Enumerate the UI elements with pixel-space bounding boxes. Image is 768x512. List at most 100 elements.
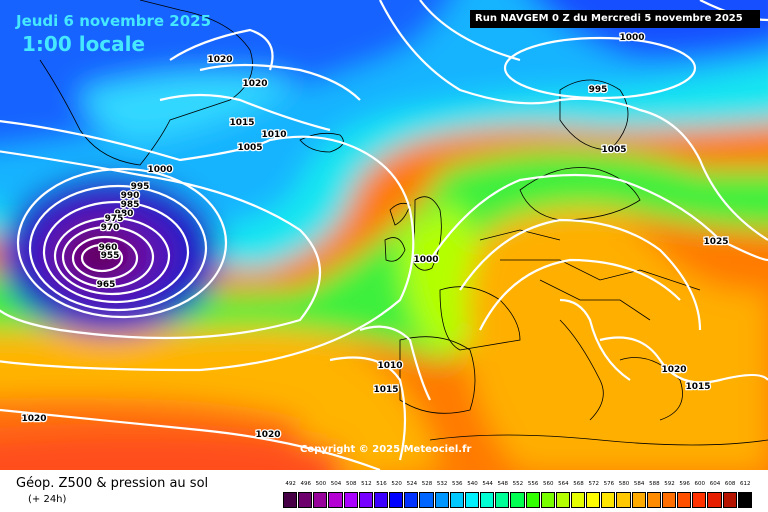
legend-swatch bbox=[601, 492, 616, 508]
legend-swatch bbox=[707, 492, 722, 508]
legend-swatch bbox=[737, 492, 752, 508]
legend-label: 532 bbox=[436, 481, 448, 487]
legend-swatch bbox=[480, 492, 495, 508]
legend-swatch bbox=[677, 492, 692, 508]
legend-label: 516 bbox=[376, 481, 387, 487]
legend-label: 576 bbox=[603, 481, 615, 487]
legend-label: 496 bbox=[300, 481, 311, 487]
legend-label: 608 bbox=[724, 481, 736, 487]
isobar-label: 1000 bbox=[147, 165, 172, 175]
legend-swatch bbox=[434, 492, 449, 508]
legend-label: 492 bbox=[285, 481, 296, 487]
legend-label: 552 bbox=[512, 481, 524, 487]
legend-swatch bbox=[404, 492, 419, 508]
legend-swatch bbox=[283, 492, 298, 508]
isobar-label: 1000 bbox=[619, 33, 644, 43]
color-legend: 492 496 500 504 508 512 516 520 524 528 532 536 540 5… bbox=[283, 478, 753, 510]
isobar-label: 1020 bbox=[21, 414, 46, 424]
legend-swatch bbox=[449, 492, 464, 508]
legend-swatch bbox=[570, 492, 586, 508]
legend-swatch bbox=[389, 492, 404, 508]
legend-swatch bbox=[328, 492, 343, 508]
footer: Géop. Z500 & pression au sol (+ 24h) 492… bbox=[0, 470, 768, 512]
isobar-label: 1025 bbox=[703, 237, 728, 247]
isobar-label: 970 bbox=[101, 223, 120, 233]
legend-label: 556 bbox=[527, 481, 539, 487]
legend-label: 520 bbox=[391, 481, 402, 487]
isobar-label: 1010 bbox=[261, 130, 286, 140]
isobar-label: 1020 bbox=[661, 365, 686, 375]
run-info: Run NAVGEM 0 Z du Mercredi 5 novembre 20… bbox=[470, 10, 760, 28]
legend-swatch bbox=[464, 492, 480, 508]
legend-labels: 492 496 500 504 508 512 516 520 524 528 532 536 540 5… bbox=[283, 478, 753, 490]
legend-swatch bbox=[525, 492, 540, 508]
legend-label: 604 bbox=[709, 481, 721, 487]
legend-label: 560 bbox=[542, 481, 554, 487]
legend-label: 580 bbox=[618, 481, 630, 487]
legend-swatch bbox=[692, 492, 707, 508]
legend-label: 592 bbox=[664, 481, 675, 487]
legend-label: 540 bbox=[467, 481, 478, 487]
legend-label: 544 bbox=[482, 481, 493, 487]
isobar-label: 975 bbox=[105, 214, 124, 224]
isobar-label: 1015 bbox=[229, 118, 254, 128]
legend-swatch bbox=[373, 492, 389, 508]
isobars bbox=[0, 0, 768, 470]
legend-swatch bbox=[419, 492, 434, 508]
legend-swatch bbox=[586, 492, 601, 508]
legend-label: 612 bbox=[740, 481, 751, 487]
isobar-label: 1000 bbox=[413, 255, 438, 265]
legend-label: 596 bbox=[679, 481, 690, 487]
isobar-label: 1010 bbox=[377, 361, 402, 371]
isobar-label: 995 bbox=[131, 182, 150, 192]
legend-label: 584 bbox=[633, 481, 645, 487]
isobar-label: 1020 bbox=[207, 55, 232, 65]
legend-label: 512 bbox=[361, 481, 372, 487]
isobar-label: 965 bbox=[97, 280, 116, 290]
legend-swatch bbox=[358, 492, 373, 508]
legend-label: 572 bbox=[588, 481, 599, 487]
isobar-label: 955 bbox=[101, 251, 120, 261]
legend-swatch bbox=[313, 492, 328, 508]
legend-swatch bbox=[343, 492, 358, 508]
legend-swatch bbox=[661, 492, 677, 508]
legend-label: 524 bbox=[406, 481, 418, 487]
legend-swatch bbox=[298, 492, 313, 508]
legend-swatch bbox=[616, 492, 631, 508]
isobar-label: 1015 bbox=[685, 382, 710, 392]
isobar-label: 1015 bbox=[373, 385, 398, 395]
legend-swatch bbox=[555, 492, 570, 508]
isobar-labels: 1020102010151010100510009959909859809759… bbox=[20, 32, 730, 442]
isobar-label: 995 bbox=[589, 85, 608, 95]
isobar-label: 990 bbox=[121, 191, 140, 201]
legend-swatches bbox=[283, 492, 753, 508]
forecast-time: 1:00 locale bbox=[22, 32, 146, 56]
isobar-label: 985 bbox=[121, 200, 140, 210]
legend-label: 548 bbox=[497, 481, 509, 487]
legend-swatch bbox=[646, 492, 661, 508]
legend-swatch bbox=[510, 492, 525, 508]
copyright-notice: Copyright © 2025 Meteociel.fr bbox=[300, 444, 472, 455]
legend-label: 564 bbox=[558, 481, 569, 487]
isobar-label: 1005 bbox=[237, 143, 262, 153]
legend-swatch bbox=[540, 492, 555, 508]
legend-label: 536 bbox=[452, 481, 463, 487]
geopotential-field bbox=[0, 0, 768, 470]
isobar-label: 980 bbox=[115, 209, 134, 219]
map-canvas: 1020102010151010100510009959909859809759… bbox=[0, 0, 768, 470]
legend-label: 568 bbox=[573, 481, 584, 487]
isobar-label: 960 bbox=[99, 243, 118, 253]
legend-label: 508 bbox=[345, 481, 357, 487]
legend-label: 504 bbox=[330, 481, 342, 487]
legend-swatch bbox=[631, 492, 646, 508]
isobar-label: 1005 bbox=[601, 145, 626, 155]
legend-swatch bbox=[722, 492, 737, 508]
map-title: Géop. Z500 & pression au sol bbox=[16, 476, 209, 491]
legend-label: 500 bbox=[315, 481, 327, 487]
legend-swatch bbox=[495, 492, 510, 508]
legend-label: 528 bbox=[421, 481, 433, 487]
isobar-label: 1020 bbox=[242, 79, 267, 89]
weather-map: 1020 1020 1015 1010 1005 1000 995 990 985 980 975 9… bbox=[0, 0, 768, 470]
forecast-date: Jeudi 6 novembre 2025 bbox=[16, 12, 212, 30]
legend-label: 588 bbox=[649, 481, 660, 487]
